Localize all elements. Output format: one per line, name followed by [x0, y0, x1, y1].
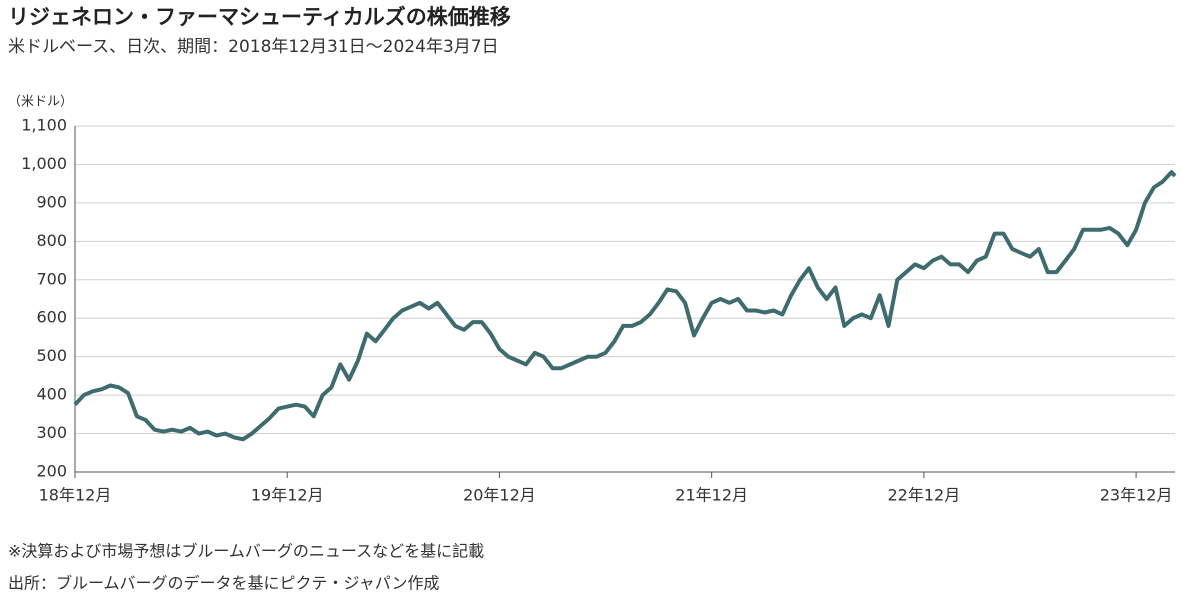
- y-tick-label: 400: [36, 385, 67, 404]
- line-series: [73, 170, 1177, 442]
- chart-subtitle: 米ドルベース、日次、期間：2018年12月31日～2024年3月7日: [8, 37, 499, 57]
- x-tick-label: 22年12月: [888, 486, 961, 505]
- x-tick-label: 21年12月: [675, 486, 748, 505]
- chart-title: リジェネロン・ファーマシューティカルズの株価推移: [8, 5, 511, 29]
- y-tick-label: 1,000: [21, 154, 67, 173]
- y-tick-label: 200: [36, 462, 67, 481]
- x-tick-label: 23年12月: [1100, 486, 1173, 505]
- y-tick-label: 500: [36, 346, 67, 365]
- y-axis-label: （米ドル）: [8, 95, 73, 110]
- note: ※決算および市場予想はブルームバーグのニュースなどを基に記載: [8, 542, 484, 561]
- x-tick-label: 20年12月: [463, 486, 536, 505]
- y-tick-label: 700: [36, 269, 67, 288]
- x-tick-label: 18年12月: [39, 486, 112, 505]
- x-tick-label: 19年12月: [251, 486, 324, 505]
- y-tick-label: 300: [36, 423, 67, 442]
- y-tick-label: 900: [36, 192, 67, 211]
- y-tick-label: 800: [36, 231, 67, 250]
- source: 出所：ブルームバーグのデータを基にピクテ・ジャパン作成: [8, 574, 440, 593]
- y-tick-label: 1,100: [21, 116, 67, 135]
- y-tick-label: 600: [36, 308, 67, 327]
